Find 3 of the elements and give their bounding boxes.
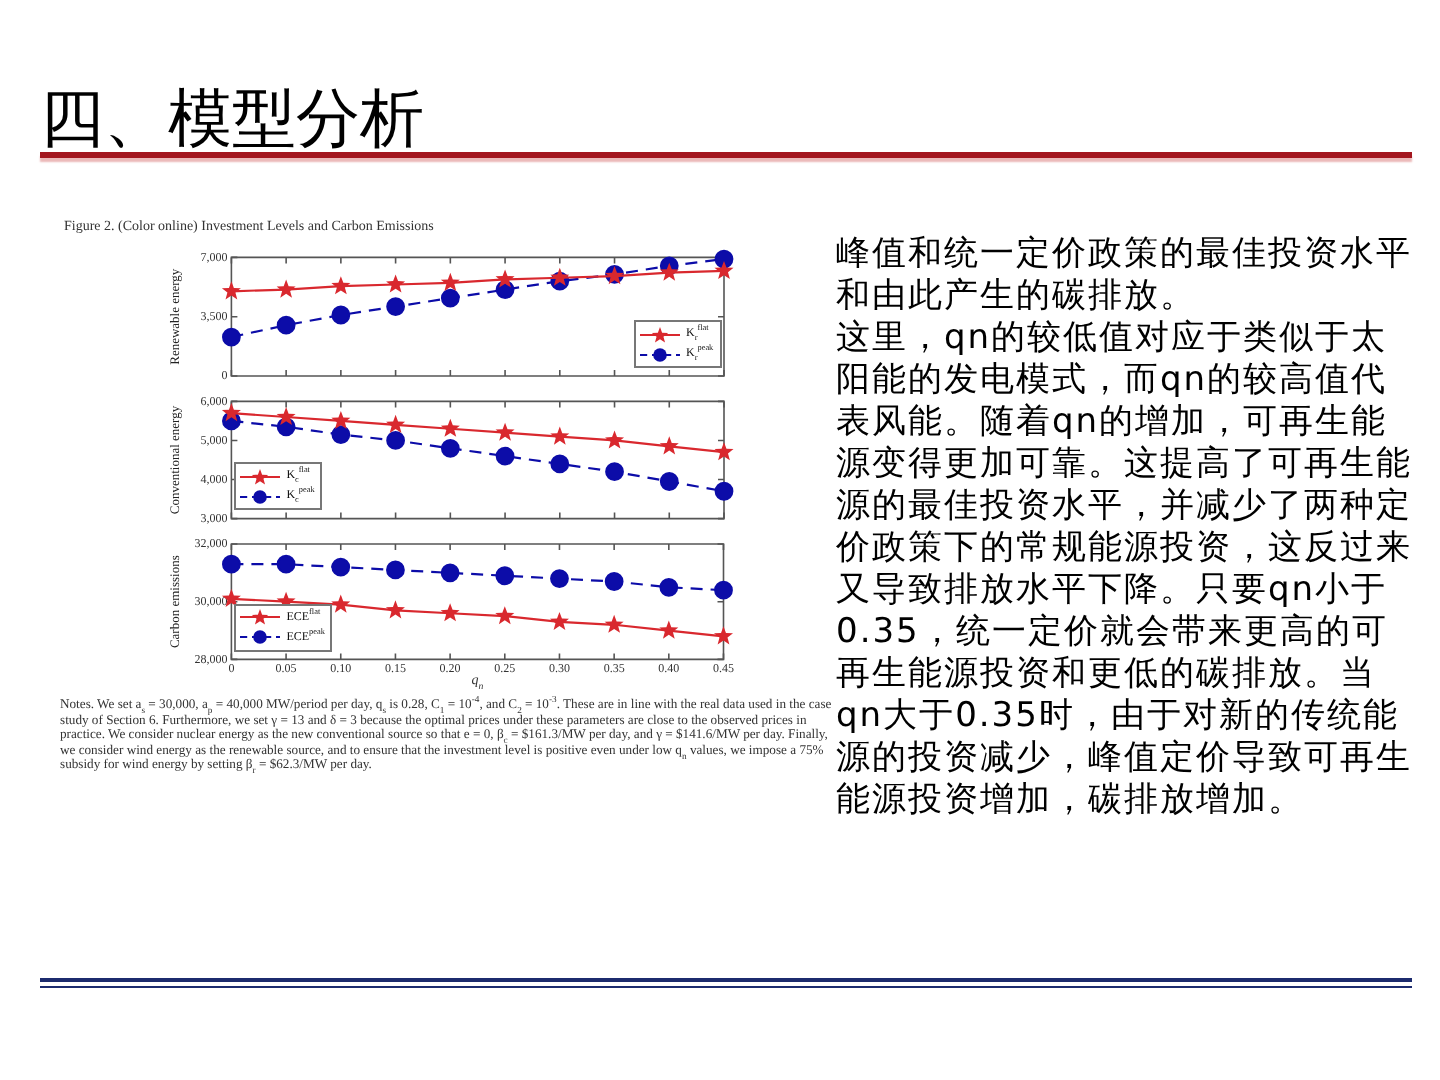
text: 这里，qn的较低值对应于类似于太阳能的发电模式，而qn的较高值代表风能。随着qn的增加，可再生能源变得更加可靠。这提高了可再生能源的最佳投资水平，并减少了两种定价政策下的常规能源投资，这反过来又导致排放水平下降。只要qn小于0.35，统一定价就会带来更高的可再生能源投资和更低的碳排放。当qn大于0.35时，由于对新的传统能源的投资减少，峰值定价导致可再生能源投资增加，碳排放增加。 (836, 318, 1412, 820)
text: 四、模型分析 (40, 78, 424, 158)
text: 峰值和统一定价政策的最佳投资水平和由此产生的碳排放。 (836, 234, 1414, 318)
